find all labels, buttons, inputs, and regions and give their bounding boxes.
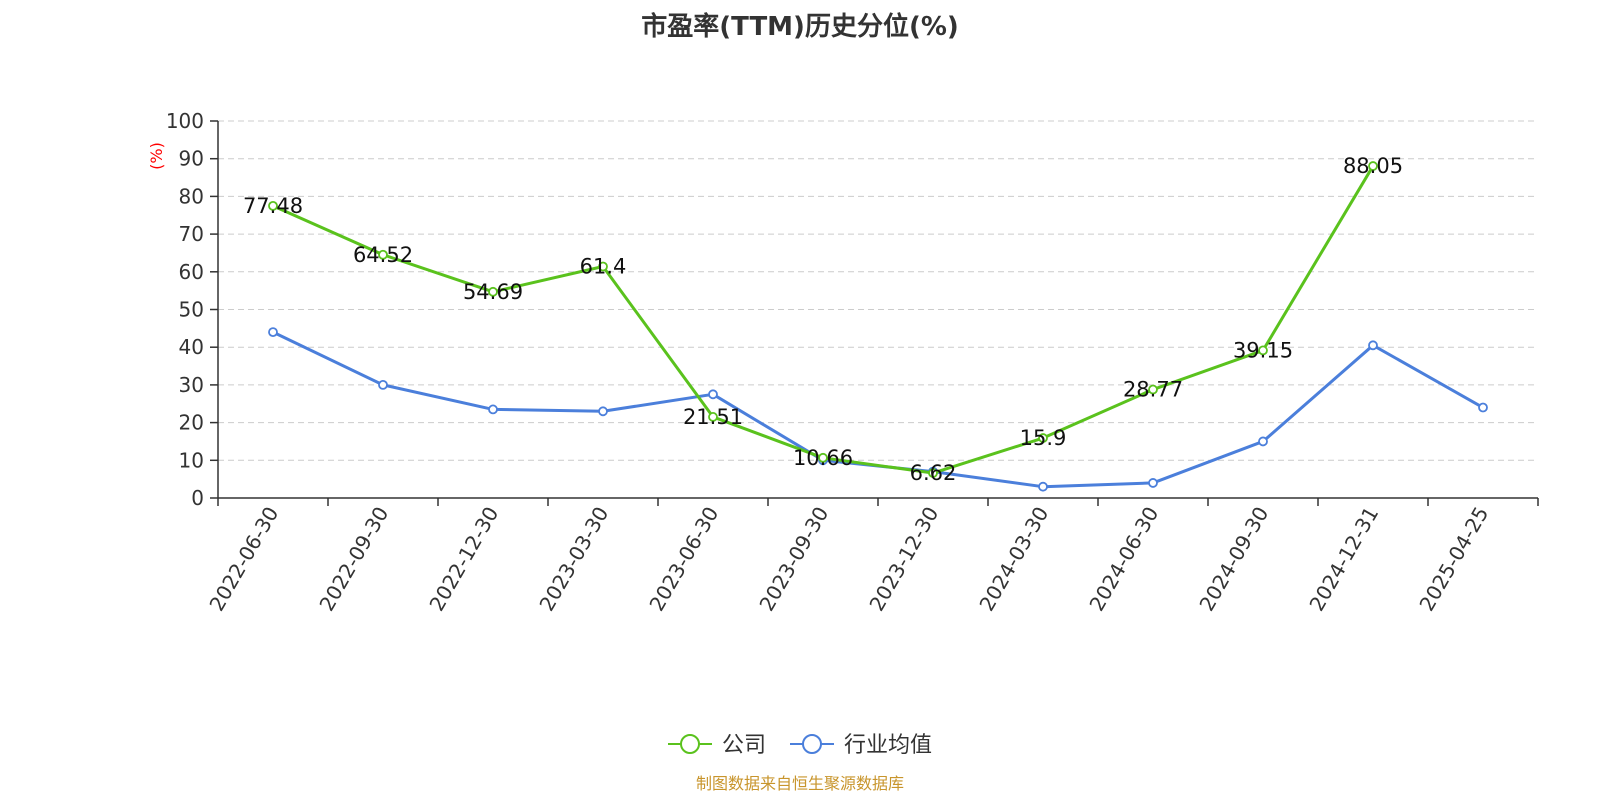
y-tick-label: 100 <box>166 109 204 133</box>
x-tick-label: 2023-09-30 <box>754 503 833 616</box>
source-footer: 制图数据来自恒生聚源数据库 <box>695 774 904 793</box>
data-point <box>1038 433 1048 443</box>
x-tick-label: 2022-09-30 <box>314 503 393 616</box>
y-axis-label: (%) <box>147 142 166 170</box>
data-point <box>708 389 718 400</box>
data-point <box>598 261 608 272</box>
data-point <box>1148 384 1158 395</box>
y-tick-label: 90 <box>179 147 204 171</box>
data-label: 77.48 <box>243 194 303 218</box>
y-tick-label: 70 <box>179 222 204 246</box>
x-tick-label: 2025-04-25 <box>1414 503 1493 616</box>
data-label: 10.66 <box>793 446 853 470</box>
data-label: 28.77 <box>1123 378 1183 402</box>
data-point <box>928 468 938 478</box>
x-tick-label: 2022-12-30 <box>424 503 503 616</box>
series-line-company <box>272 165 1375 475</box>
x-tick-label: 2024-03-30 <box>974 503 1053 616</box>
data-label: 21.51 <box>683 405 743 429</box>
x-tick-label: 2022-06-30 <box>204 503 283 616</box>
data-label: 39.15 <box>1233 338 1293 362</box>
y-tick-label: 0 <box>191 486 204 510</box>
x-tick-label: 2023-12-30 <box>864 503 943 616</box>
chart-title: 市盈率(TTM)历史分位(%) <box>641 12 959 42</box>
data-point <box>488 286 498 297</box>
data-label: 88.05 <box>1343 154 1403 178</box>
legend-label: 行业均值 <box>844 733 932 758</box>
legend: 公司 行业均值 <box>668 733 932 758</box>
data-label: 54.69 <box>463 280 523 304</box>
legend-label: 公司 <box>722 733 766 758</box>
data-point <box>488 404 498 415</box>
y-tick-label: 80 <box>179 184 204 208</box>
y-tick-label: 30 <box>179 373 204 397</box>
y-tick-label: 50 <box>179 298 204 322</box>
data-point <box>1368 340 1378 351</box>
data-point <box>598 406 608 417</box>
x-tick-label: 2023-03-30 <box>534 503 613 616</box>
data-label: 15.9 <box>1020 426 1067 450</box>
data-point <box>1038 481 1048 492</box>
data-label: 64.52 <box>353 243 413 267</box>
data-label: 6.62 <box>910 461 957 485</box>
data-point <box>268 327 278 338</box>
data-point <box>378 379 388 390</box>
legend-marker <box>680 734 700 754</box>
y-tick-label: 20 <box>179 411 204 435</box>
data-point <box>708 412 718 422</box>
data-labels: 77.48 64.52 54.69 61.4 21.51 10.66 6.62 15.9 28.… <box>243 154 1403 485</box>
series-line-industry <box>272 330 1484 489</box>
y-tick-label: 40 <box>179 335 204 359</box>
grid-lines <box>218 120 1538 461</box>
x-tick-label: 2024-09-30 <box>1194 503 1273 616</box>
data-point <box>818 452 828 463</box>
data-point <box>1258 436 1268 447</box>
data-point <box>1148 478 1158 488</box>
data-point <box>1478 402 1488 413</box>
legend-marker <box>802 734 822 754</box>
series-lines <box>268 161 1488 492</box>
data-point <box>1258 345 1268 356</box>
data-label: 61.4 <box>580 255 627 279</box>
y-tick-label: 60 <box>179 260 204 284</box>
data-point <box>1368 161 1378 171</box>
axes: 0 10 20 30 40 50 60 70 80 90 100(%) 2022-06-30 2022-… <box>147 109 1539 616</box>
y-tick-label: 10 <box>179 448 204 472</box>
x-tick-label: 2023-06-30 <box>644 503 723 616</box>
x-tick-label: 2024-06-30 <box>1084 503 1163 616</box>
x-tick-label: 2024-12-31 <box>1304 503 1383 616</box>
data-point <box>378 249 388 260</box>
data-point <box>268 201 278 211</box>
